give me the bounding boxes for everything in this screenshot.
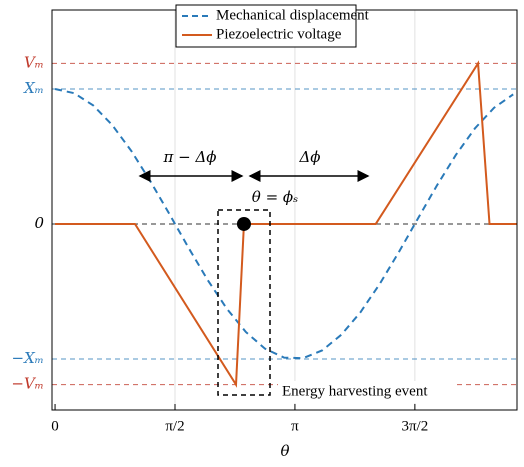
x-tick-label: 0 [51, 418, 59, 434]
plot-area: 0 π/2 π 3π/2 Vₘ Xₘ 0 −Xₘ −Vₘ [11, 9, 518, 434]
x-tick-label: 3π/2 [401, 418, 428, 434]
y-tick-label: −Xₘ [12, 349, 44, 367]
x-tick-label: π/2 [165, 418, 184, 434]
y-tick-label: Vₘ [24, 53, 44, 71]
y-tick-label: 0 [34, 214, 44, 232]
legend-box [175, 4, 357, 48]
y-tick-label: −Vₘ [11, 375, 44, 393]
x-tick-label: π [291, 418, 299, 434]
series-line [55, 60, 517, 388]
legend-label: Piezoelectric voltage [216, 26, 342, 42]
event-box [217, 209, 271, 396]
marker-label: θ = ϕₛ [252, 188, 298, 206]
annotation: π − Δϕ [162, 148, 216, 166]
legend-label: Mechanical displacement [216, 7, 370, 23]
annotation: Δϕ [298, 148, 320, 166]
series-line [54, 87, 514, 360]
legend: Mechanical displacement Piezoelectric vol… [175, 4, 370, 48]
annotation: Energy harvesting event [282, 383, 428, 399]
x-axis-label: θ [280, 442, 289, 460]
plot-frame [51, 9, 518, 411]
annotation-bg [278, 381, 456, 403]
marker-point [236, 216, 251, 231]
y-tick-label: Xₘ [23, 79, 44, 97]
